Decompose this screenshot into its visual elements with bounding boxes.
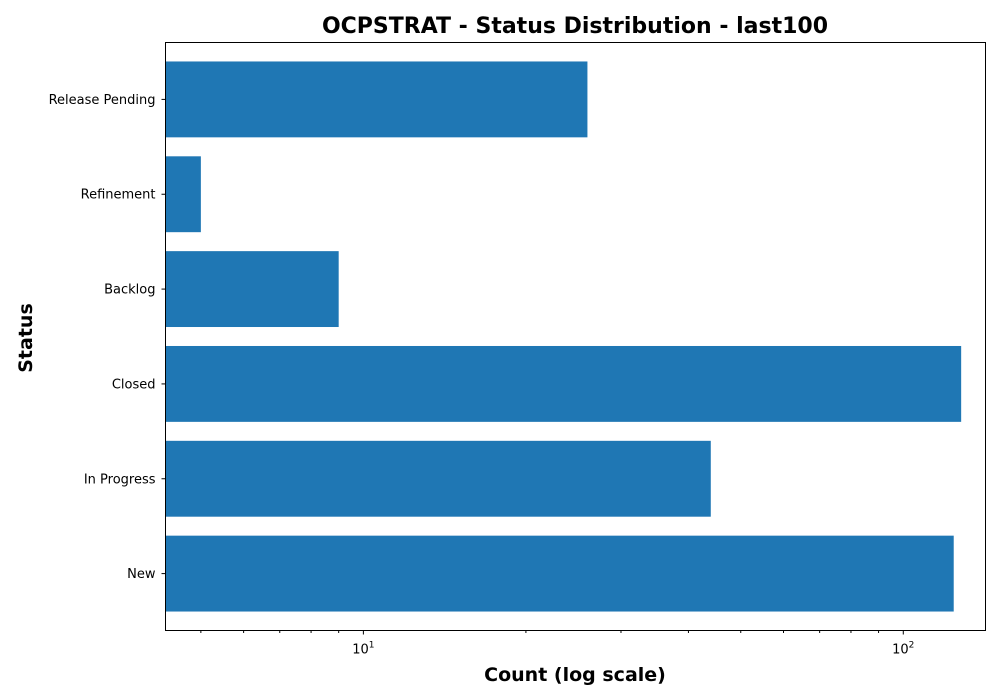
y-tick-label: In Progress bbox=[84, 472, 156, 487]
bar-in-progress bbox=[165, 440, 711, 517]
y-tick-label: Backlog bbox=[104, 283, 155, 298]
plot-frame bbox=[165, 42, 986, 631]
x-axis-ticks: 101 102 bbox=[200, 630, 914, 658]
y-axis-label: Status bbox=[15, 303, 37, 373]
bar-refinement bbox=[165, 156, 201, 233]
bar-backlog bbox=[165, 251, 339, 328]
y-tick-label: New bbox=[127, 567, 156, 582]
bars-group bbox=[165, 61, 962, 612]
y-tick-label: Refinement bbox=[81, 188, 156, 203]
x-tick-label: 101 bbox=[352, 641, 374, 658]
bar-closed bbox=[165, 345, 962, 422]
bar-new bbox=[165, 535, 954, 612]
x-axis-label: Count (log scale) bbox=[484, 664, 666, 686]
y-axis-ticks: New In Progress Closed Backlog Refinement Rel… bbox=[49, 93, 166, 582]
y-tick-label: Release Pending bbox=[49, 93, 156, 108]
y-tick-label: Closed bbox=[112, 377, 156, 392]
x-tick-label: 102 bbox=[892, 641, 914, 658]
bar-release-pending bbox=[165, 61, 588, 138]
chart-title: OCPSTRAT - Status Distribution - last100 bbox=[322, 14, 828, 39]
